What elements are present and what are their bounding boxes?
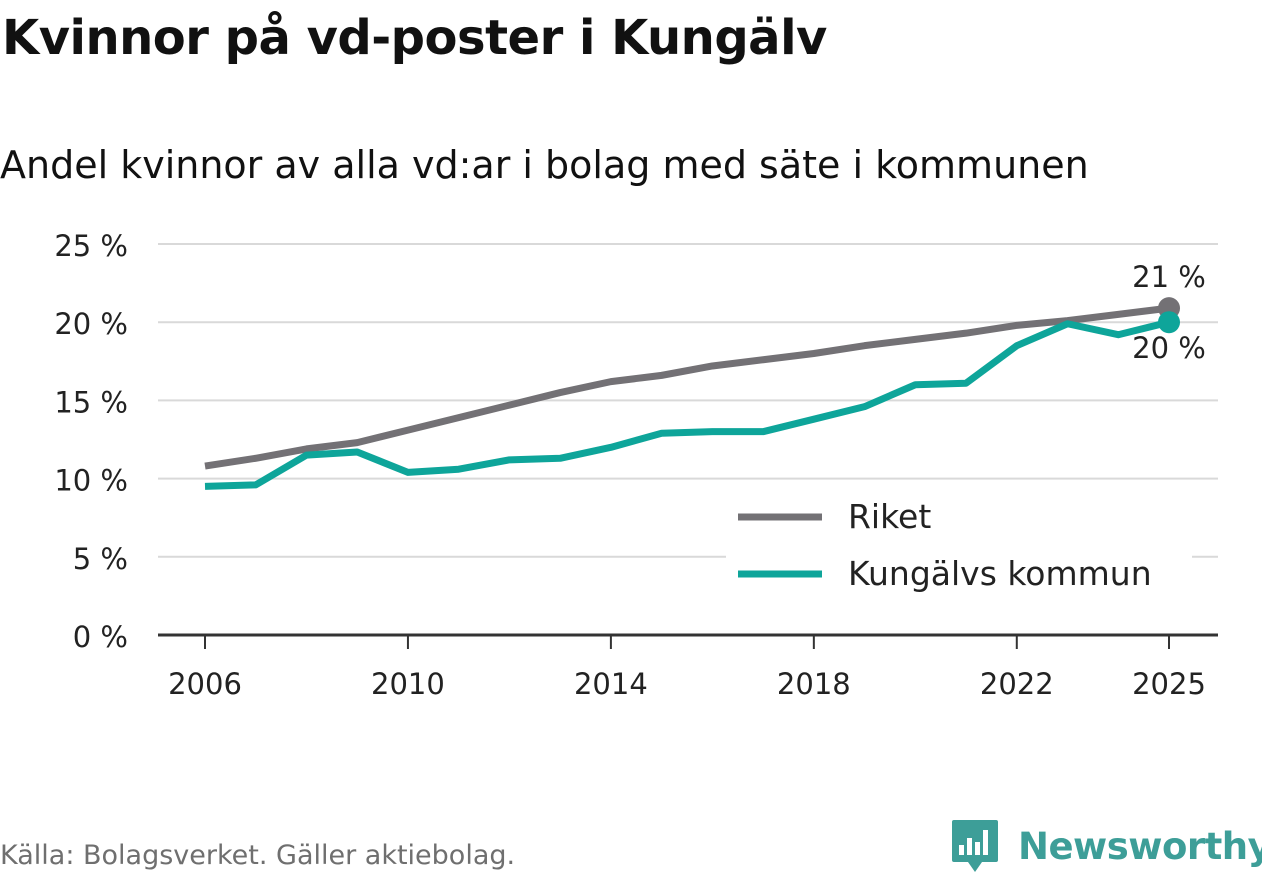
y-tick-label: 5 % — [73, 542, 128, 576]
y-tick-label: 10 % — [54, 464, 128, 498]
x-tick-label: 2010 — [371, 667, 445, 701]
brand-logo: Newsworthy — [950, 818, 1262, 874]
x-tick-label: 2018 — [777, 667, 851, 701]
series-lines — [204, 297, 1180, 490]
legend-label-kommun: Kungälvs kommun — [848, 554, 1152, 593]
y-tick-label: 25 % — [54, 229, 128, 263]
series-line-kommun — [204, 318, 1170, 490]
legend: Riket Kungälvs kommun — [726, 496, 1192, 608]
x-axis-ticks: 2006 2010 2014 2018 2022 2025 — [168, 635, 1206, 701]
legend-label-riket: Riket — [848, 497, 931, 536]
newsworthy-logo-icon — [952, 820, 998, 872]
end-labels: 21 % 20 % — [1132, 260, 1206, 365]
chart-subtitle: Andel kvinnor av alla vd:ar i bolag med … — [0, 143, 1089, 187]
x-tick-label: 2014 — [574, 667, 648, 701]
x-tick-label: 2006 — [168, 667, 242, 701]
y-axis-ticks: 0 % 5 % 10 % 15 % 20 % 25 % — [54, 229, 128, 654]
y-tick-label: 0 % — [73, 620, 128, 654]
y-tick-label: 15 % — [54, 385, 128, 419]
end-label-riket: 21 % — [1132, 260, 1206, 294]
chart-title: Kvinnor på vd-poster i Kungälv — [2, 10, 827, 66]
y-tick-label: 20 % — [54, 307, 128, 341]
brand-name: Newsworthy — [1018, 824, 1262, 868]
x-tick-label: 2022 — [980, 667, 1054, 701]
series-endpoint-kommun — [1158, 311, 1180, 334]
source-note: Källa: Bolagsverket. Gäller aktiebolag. — [0, 840, 516, 871]
x-tick-label: 2025 — [1132, 667, 1206, 701]
series-line-riket — [204, 304, 1170, 470]
end-label-kommun: 20 % — [1132, 331, 1206, 365]
